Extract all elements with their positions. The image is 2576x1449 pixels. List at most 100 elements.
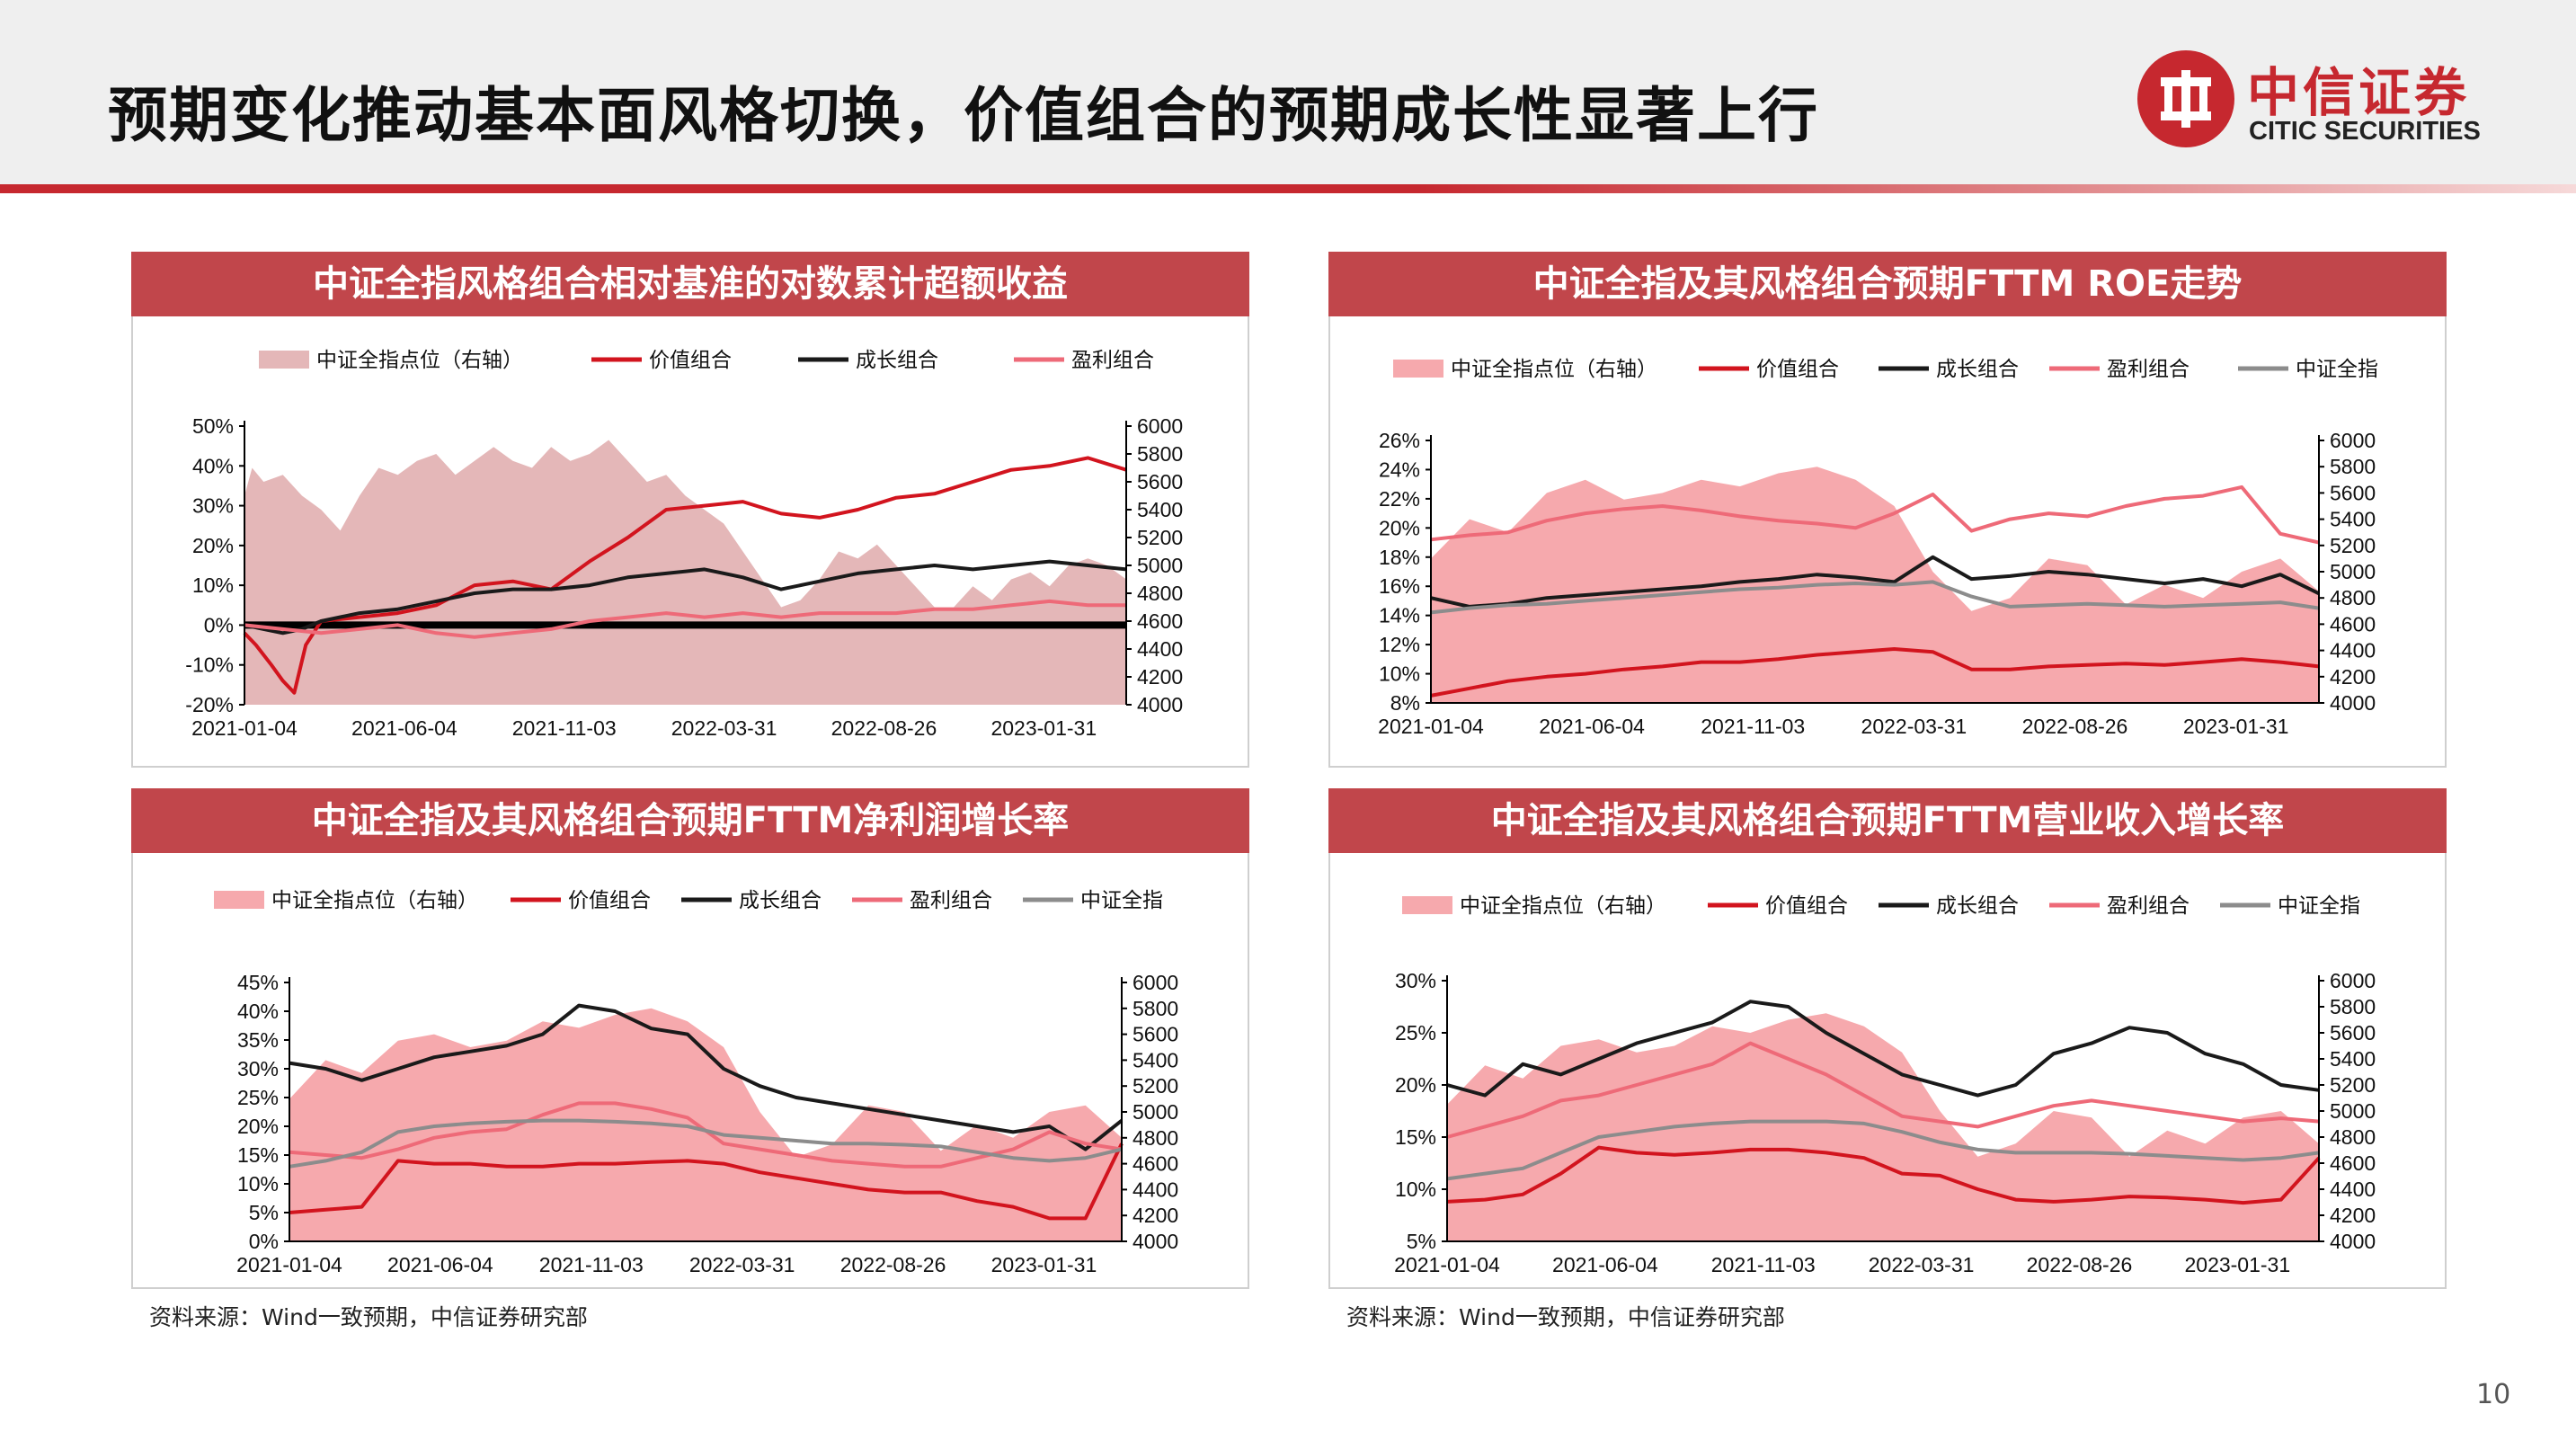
x-tick-label: 2021-01-04: [1378, 715, 1484, 738]
y-tick-label: 16%: [1379, 574, 1420, 598]
page-number: 10: [2476, 1379, 2511, 1410]
x-tick-label: 2021-01-04: [191, 716, 298, 740]
y-right-tick-label: 5400: [2330, 508, 2376, 531]
y-right-tick-label: 6000: [1133, 971, 1178, 994]
y-tick-label: -10%: [185, 653, 234, 677]
y-right-tick-label: 4200: [1137, 665, 1183, 689]
y-right-tick-label: 4200: [1133, 1204, 1178, 1227]
title-underline: [0, 184, 2576, 193]
x-tick-label: 2022-08-26: [840, 1253, 946, 1276]
y-right-tick-label: 4800: [2330, 586, 2376, 609]
y-tick-label: 10%: [1379, 662, 1420, 686]
y-right-tick-label: 6000: [1137, 414, 1183, 438]
y-right-tick-label: 5800: [2330, 995, 2376, 1018]
y-right-tick-label: 5600: [1133, 1023, 1178, 1046]
y-right-tick-label: 5200: [2330, 534, 2376, 557]
y-tick-label: 15%: [237, 1143, 279, 1167]
y-tick-label: 5%: [249, 1201, 279, 1224]
series-line-2: [244, 599, 1126, 639]
series-line-0: [1430, 647, 2320, 698]
y-right-tick-label: 4600: [1137, 609, 1183, 633]
y-right-tick-label: 5000: [2330, 560, 2376, 583]
legend-label: 价值组合: [1765, 893, 1848, 917]
legend-label: 中证全指点位（右轴）: [1451, 357, 1657, 380]
y-tick-label: 24%: [1379, 458, 1420, 481]
x-tick-label: 2021-01-04: [236, 1253, 342, 1276]
x-tick-label: 2021-06-04: [351, 716, 457, 740]
series-line-0: [243, 456, 1127, 695]
y-tick-label: 50%: [192, 414, 234, 438]
legend-label: 价值组合: [1756, 357, 1839, 380]
y-right-tick-label: 4400: [2330, 639, 2376, 662]
x-tick-label: 2022-03-31: [1861, 715, 1968, 738]
legend-swatch-area: [1402, 896, 1452, 914]
x-tick-label: 2022-03-31: [1869, 1253, 1975, 1276]
y-tick-label: 25%: [237, 1086, 279, 1109]
source-note-right: 资料来源：Wind一致预期，中信证券研究部: [1346, 1304, 1785, 1330]
y-right-tick-label: 4600: [2330, 612, 2376, 636]
x-tick-label: 2023-01-31: [991, 1253, 1097, 1276]
y-tick-label: 5%: [1407, 1230, 1436, 1253]
y-right-tick-label: 4000: [2330, 691, 2376, 715]
y-tick-label: 20%: [1395, 1073, 1436, 1097]
y-right-tick-label: 5200: [2330, 1073, 2376, 1097]
x-tick-label: 2022-08-26: [2027, 1253, 2133, 1276]
y-tick-label: 15%: [1395, 1125, 1436, 1149]
legend-label: 中证全指点位（右轴）: [271, 888, 478, 911]
legend-label: 价值组合: [649, 348, 732, 371]
legend-swatch-area: [214, 891, 264, 909]
chart-title: 中证全指及其风格组合预期FTTM营业收入增长率: [1328, 788, 2447, 853]
y-right-tick-label: 5800: [2330, 455, 2376, 478]
y-tick-label: 26%: [1379, 429, 1420, 452]
legend-label: 中证全指点位（右轴）: [316, 348, 523, 371]
y-tick-label: 10%: [237, 1172, 279, 1196]
series-line-0: [1446, 1145, 2321, 1205]
y-tick-label: 35%: [237, 1028, 279, 1052]
y-tick-label: 20%: [192, 534, 234, 557]
series-line-0: [289, 1142, 1124, 1221]
x-tick-label: 2021-01-04: [1394, 1253, 1500, 1276]
chart-excess-return: -20% -10% 0% 10% 20% 30% 40% 50% 4000 4200 4400 460…: [185, 348, 1183, 740]
y-tick-label: 14%: [1379, 604, 1420, 627]
series-line-1: [244, 559, 1127, 636]
legend-label: 价值组合: [568, 888, 651, 911]
chart-panel-excess-return: 中证全指风格组合相对基准的对数累计超额收益 -20% -10% 0% 10% 20% 30…: [131, 252, 1249, 768]
x-tick-label: 2023-01-31: [990, 716, 1097, 740]
legend-label: 中证全指: [1080, 888, 1163, 911]
legend-label: 成长组合: [856, 348, 938, 371]
y-tick-label: 12%: [1379, 633, 1420, 656]
y-right-tick-label: 5600: [2330, 481, 2376, 504]
y-right-tick-label: 4400: [1133, 1178, 1178, 1201]
x-tick-label: 2022-08-26: [831, 716, 937, 740]
source-note-left: 资料来源：Wind一致预期，中信证券研究部: [149, 1304, 588, 1330]
legend-label: 中证全指: [2278, 893, 2360, 917]
x-tick-label: 2021-11-03: [1701, 715, 1805, 738]
x-tick-label: 2022-08-26: [2022, 715, 2128, 738]
legend-swatch-area: [259, 351, 309, 369]
y-tick-label: 0%: [249, 1230, 279, 1253]
y-right-tick-label: 6000: [2330, 429, 2376, 452]
series-area-index-level: [289, 1008, 1122, 1241]
x-tick-label: 2023-01-31: [2183, 715, 2289, 738]
series-line-3: [1430, 580, 2320, 615]
y-right-tick-label: 5000: [2330, 1099, 2376, 1123]
chart-title: 中证全指及其风格组合预期FTTM净利润增长率: [131, 788, 1249, 853]
y-right-tick-label: 4000: [1137, 693, 1183, 716]
y-tick-label: 0%: [204, 613, 234, 636]
x-tick-label: 2022-03-31: [671, 716, 777, 740]
chart-title: 中证全指风格组合相对基准的对数累计超额收益: [131, 252, 1249, 316]
y-right-tick-label: 4200: [2330, 1204, 2376, 1227]
x-tick-label: 2021-06-04: [1539, 715, 1645, 738]
legend-label: 成长组合: [1936, 893, 2019, 917]
legend-label: 成长组合: [1936, 357, 2019, 380]
y-right-tick-label: 4800: [1137, 582, 1183, 605]
legend-label: 盈利组合: [1071, 348, 1154, 371]
y-right-tick-label: 5200: [1133, 1074, 1178, 1098]
brand-logo: 中信证券 CITIC SECURITIES: [2137, 47, 2515, 155]
x-tick-label: 2023-01-31: [2184, 1253, 2290, 1276]
y-tick-label: 8%: [1390, 691, 1420, 715]
x-tick-label: 2021-06-04: [387, 1253, 493, 1276]
y-tick-label: 45%: [237, 971, 279, 994]
page-title: 预期变化推动基本面风格切换，价值组合的预期成长性显著上行: [108, 81, 1819, 150]
